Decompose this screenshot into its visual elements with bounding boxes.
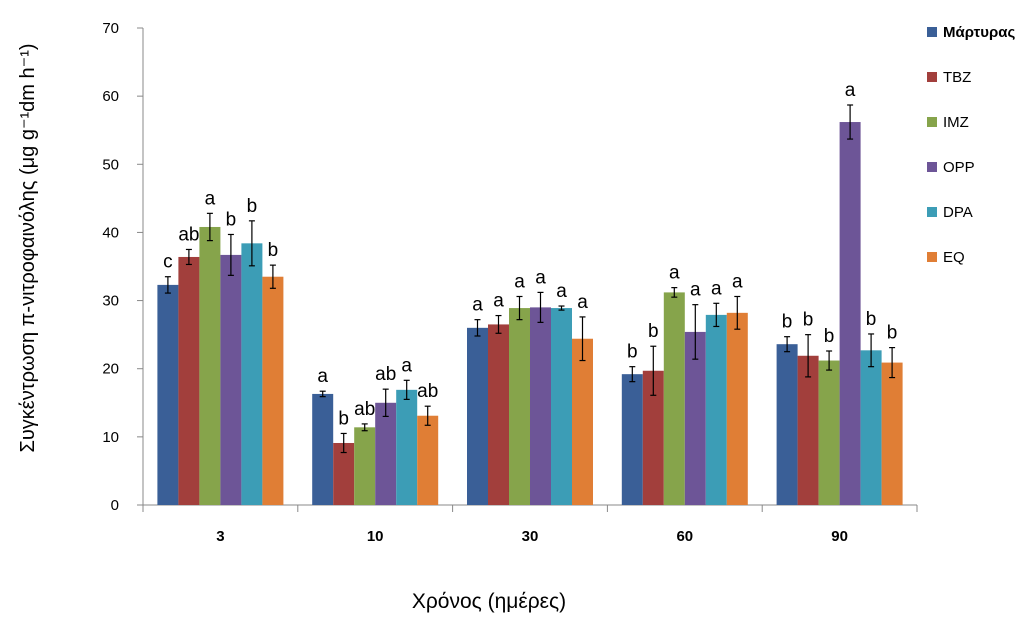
legend-label: IMZ [943, 114, 969, 131]
y-tick-label: 10 [102, 429, 119, 446]
significance-label: a [205, 188, 216, 209]
bar [178, 256, 200, 505]
x-tick-label: 3 [216, 528, 224, 545]
significance-label: ab [178, 224, 199, 245]
bar [797, 355, 819, 505]
significance-label: ab [417, 381, 438, 402]
legend-swatch [927, 27, 937, 37]
legend-swatch [927, 117, 937, 127]
significance-label: b [648, 321, 659, 342]
significance-label: b [268, 240, 279, 261]
legend: Μάρτυρας TBZ IMZ OPP DPA EQ [927, 24, 1016, 266]
bars [157, 104, 903, 505]
bar [354, 427, 376, 505]
bar [417, 415, 439, 505]
bar [312, 393, 334, 505]
y-tick-label: 60 [102, 88, 119, 105]
y-tick-label: 40 [102, 224, 119, 241]
significance-label: b [338, 408, 349, 429]
y-axis: 0 10 20 30 40 50 60 70 [102, 20, 144, 514]
significance-label: a [577, 292, 588, 313]
bar [684, 331, 706, 505]
bar [488, 324, 509, 505]
significance-label: b [866, 309, 877, 330]
significance-label: a [317, 366, 328, 387]
bar [663, 292, 685, 505]
bar [881, 362, 903, 505]
significance-label: ab [375, 364, 396, 385]
x-axis-label: Χρόνος (ημέρες) [412, 590, 566, 613]
bar [705, 314, 727, 505]
bar [860, 350, 882, 505]
significance-label: b [627, 342, 638, 363]
significance-label: a [711, 278, 722, 299]
bar [551, 308, 572, 505]
legend-label: OPP [943, 159, 975, 176]
significance-label: a [535, 267, 546, 288]
bar [199, 226, 221, 505]
bar [157, 284, 179, 505]
significance-label: a [845, 80, 856, 101]
significance-label: a [514, 271, 525, 292]
significance-label: b [782, 312, 793, 333]
x-tick-label: 90 [831, 528, 848, 545]
bar [262, 276, 284, 505]
legend-label: DPA [943, 204, 973, 221]
bar [509, 308, 530, 505]
legend-label: TBZ [943, 69, 971, 86]
significance-label: a [690, 280, 701, 301]
bar [776, 344, 798, 505]
significance-label: b [887, 323, 898, 344]
legend-swatch [927, 252, 937, 262]
significance-label: c [163, 252, 173, 273]
bar [818, 360, 840, 505]
legend-label: Μάρτυρας [943, 24, 1016, 41]
x-tick-label: 30 [522, 528, 539, 545]
significance-label: b [226, 209, 237, 230]
legend-swatch [927, 162, 937, 172]
x-axis: 3 10 30 60 90 [142, 504, 918, 545]
significance-label: a [472, 295, 483, 316]
significance-label: b [247, 196, 258, 217]
bar [241, 243, 263, 505]
significance-label: a [732, 271, 743, 292]
y-tick-label: 0 [111, 497, 119, 514]
bar [220, 254, 242, 505]
significance-label: ab [354, 399, 375, 420]
x-tick-label: 10 [367, 528, 384, 545]
bar [530, 307, 551, 505]
y-tick-label: 30 [102, 293, 119, 310]
significance-label: a [401, 355, 412, 376]
legend-label: EQ [943, 249, 965, 266]
bar [572, 338, 593, 505]
y-axis-label: Συγκέντρωση π-νιτροφαινόλης (μg g⁻¹dm h⁻… [17, 43, 39, 452]
bar [726, 312, 748, 505]
bar [375, 402, 397, 505]
significance-label: b [824, 326, 835, 347]
y-tick-label: 70 [102, 20, 119, 37]
significance-label: a [556, 281, 567, 302]
bar [467, 327, 488, 505]
y-tick-label: 50 [102, 156, 119, 173]
x-tick-label: 60 [676, 528, 693, 545]
bar [621, 374, 643, 505]
bar [839, 122, 861, 505]
bar [642, 370, 664, 505]
significance-label: a [669, 263, 680, 284]
legend-swatch [927, 207, 937, 217]
bar [396, 389, 418, 505]
significance-label: b [803, 310, 814, 331]
legend-swatch [927, 72, 937, 82]
bar [333, 442, 355, 505]
y-tick-label: 20 [102, 361, 119, 378]
significance-label: a [493, 291, 504, 312]
